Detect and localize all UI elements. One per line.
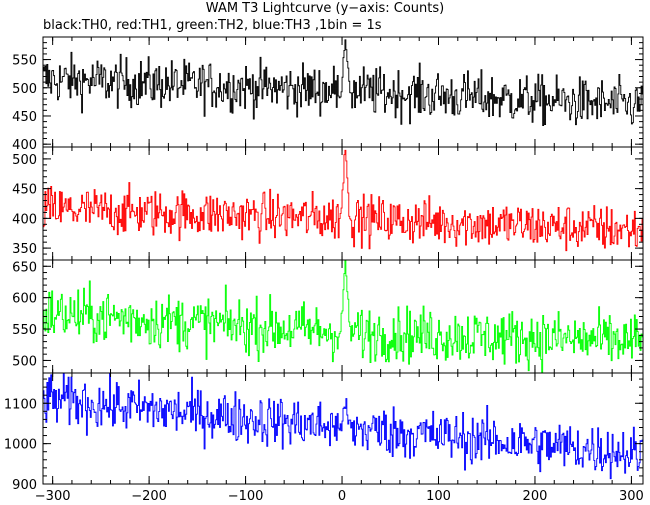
x-tick-label: 100 [426,489,451,504]
y-tick-label: 450 [12,110,37,125]
y-tick-label: 600 [12,292,37,307]
y-tick-label: 400 [12,138,37,153]
y-tick-label: 500 [12,153,37,168]
chart-subtitle: black:TH0, red:TH1, green:TH2, blue:TH3 … [43,18,382,33]
y-tick-label: 1100 [4,397,37,412]
y-tick-label: 450 [12,183,37,198]
x-tick-label: 300 [619,489,644,504]
y-tick-label: 350 [12,242,37,257]
y-tick-label: 400 [12,212,37,227]
series-line-th0 [43,39,643,127]
series-line-th1 [43,149,643,252]
y-tick-label: 650 [12,260,37,275]
series-line-th2 [43,260,643,373]
y-tick-label: 900 [12,478,37,493]
panel-frame-th2 [42,259,644,374]
y-tick-label: 500 [12,354,37,369]
x-tick-label: 200 [523,489,548,504]
panel-frame-th3 [42,372,644,485]
x-tick-label: −300 [35,489,71,504]
panel-frame-th1 [42,146,644,261]
y-tick-label: 550 [12,323,37,338]
series-line-th3 [43,373,643,480]
x-tick-label: 0 [338,489,346,504]
y-tick-label: 550 [12,54,37,69]
y-tick-label: 1000 [4,438,37,453]
x-tick-label: −200 [131,489,167,504]
y-tick-label: 500 [12,82,37,97]
chart-title: WAM T3 Lightcurve (y−axis: Counts) [205,1,445,16]
x-tick-label: −100 [228,489,264,504]
